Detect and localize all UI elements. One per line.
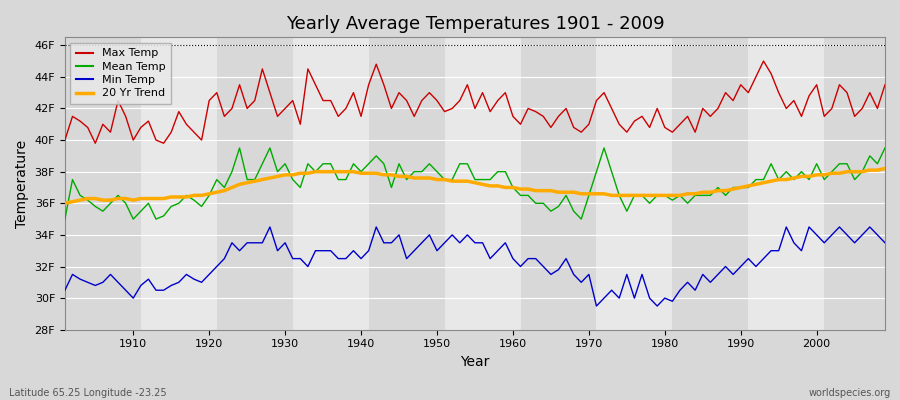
Bar (748, 37, 824, 330)
Bar (445, 37, 520, 330)
Text: Latitude 65.25 Longitude -23.25: Latitude 65.25 Longitude -23.25 (9, 388, 166, 398)
Bar (369, 37, 445, 330)
Bar (520, 37, 597, 330)
Bar (672, 37, 748, 330)
X-axis label: Year: Year (460, 355, 490, 369)
Title: Yearly Average Temperatures 1901 - 2009: Yearly Average Temperatures 1901 - 2009 (285, 15, 664, 33)
Bar (140, 37, 217, 330)
Bar (65, 37, 140, 330)
Bar (824, 37, 893, 330)
Y-axis label: Temperature: Temperature (15, 140, 29, 228)
Bar (292, 37, 369, 330)
Text: worldspecies.org: worldspecies.org (809, 388, 891, 398)
Bar (217, 37, 292, 330)
Legend: Max Temp, Mean Temp, Min Temp, 20 Yr Trend: Max Temp, Mean Temp, Min Temp, 20 Yr Tre… (70, 43, 171, 104)
Bar (597, 37, 672, 330)
